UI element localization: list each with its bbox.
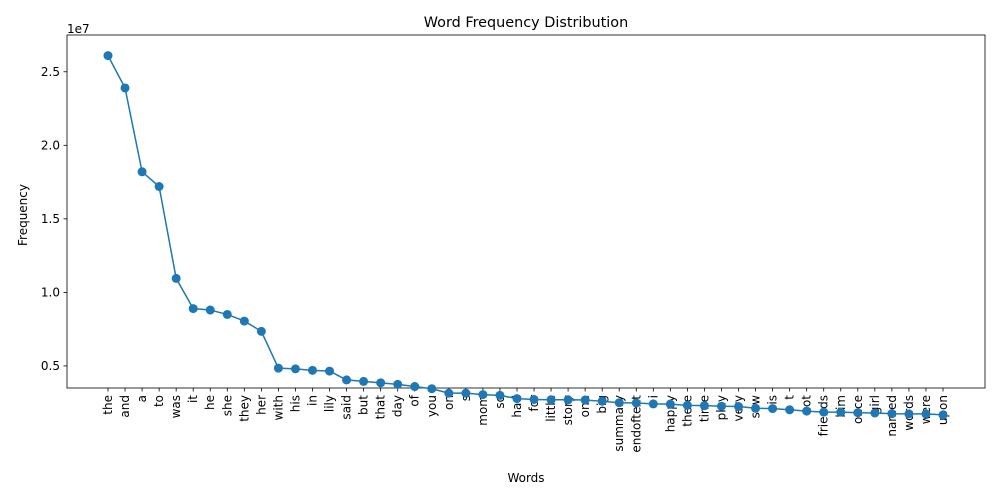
data-point [342, 375, 352, 385]
data-point [580, 395, 590, 405]
data-point [682, 400, 692, 410]
data-point [768, 404, 778, 414]
y-multiplier-label: 1e7 [67, 22, 90, 36]
data-point [325, 366, 335, 376]
x-tick-label: the [101, 395, 115, 415]
x-tick-label: there [680, 395, 694, 427]
x-tick-label: s [459, 395, 473, 401]
data-point [444, 388, 454, 398]
data-point [614, 398, 624, 408]
x-tick-label: on [442, 395, 456, 410]
y-tick-label: 0.5 [41, 359, 60, 373]
y-tick-label: 2.0 [41, 138, 60, 152]
data-point [103, 51, 113, 61]
data-point [307, 365, 317, 375]
data-point [205, 305, 215, 315]
data-point [256, 326, 266, 336]
data-point [836, 407, 846, 417]
data-point [597, 396, 607, 406]
x-tick-label: they [237, 395, 251, 422]
x-tick-label: i [646, 395, 660, 398]
series-line [107, 55, 944, 416]
x-tick-label: a [135, 395, 149, 402]
data-point [290, 364, 300, 374]
x-tick-label: is [766, 395, 780, 405]
x-tick-label: to [152, 395, 166, 407]
data-point [546, 395, 556, 405]
x-tick-label: you [425, 395, 439, 417]
data-point [734, 402, 744, 412]
data-point [802, 406, 812, 416]
data-point [819, 407, 829, 417]
data-point [478, 390, 488, 400]
data-point [154, 181, 164, 191]
x-tick-label: he [203, 395, 217, 410]
data-point [904, 409, 914, 419]
x-tick-label: but [357, 395, 371, 415]
data-point [921, 409, 931, 419]
data-point [495, 390, 505, 400]
x-tick-label: was [169, 395, 183, 418]
data-point [120, 83, 130, 93]
data-point [716, 401, 726, 411]
x-tick-label: so [493, 395, 507, 409]
x-tick-label: lily [323, 395, 337, 412]
data-point [751, 403, 761, 413]
data-point [631, 398, 641, 408]
plot-frame [66, 34, 986, 389]
x-tick-label: in [305, 395, 319, 406]
data-point [563, 395, 573, 405]
data-point [648, 399, 658, 409]
data-point [376, 378, 386, 388]
y-tick-label: 1.0 [41, 285, 60, 299]
x-tick-label: it [186, 395, 200, 403]
data-point [938, 410, 948, 420]
data-point [785, 405, 795, 415]
x-tick-label: his [288, 395, 302, 412]
data-point [665, 399, 675, 409]
data-point [410, 382, 420, 392]
x-tick-label: her [254, 395, 268, 415]
chart-title: Word Frequency Distribution [424, 15, 628, 31]
data-point [887, 409, 897, 419]
x-tick-label: of [408, 394, 422, 406]
x-tick-label: said [340, 395, 354, 420]
data-point [529, 394, 539, 404]
data-point [512, 394, 522, 404]
x-tick-label: t [783, 395, 797, 400]
y-axis-title: Frequency [16, 184, 30, 246]
data-point [699, 401, 709, 411]
x-tick-label: and [118, 395, 132, 418]
x-tick-label: summary [612, 395, 626, 452]
x-axis-title: Words [507, 471, 544, 485]
data-point [273, 363, 283, 373]
data-point [853, 408, 863, 418]
data-point [222, 309, 232, 319]
data-point [188, 304, 198, 314]
data-point [393, 379, 403, 389]
data-point [870, 408, 880, 418]
x-tick-label: that [374, 395, 388, 420]
y-tick-label: 2.5 [41, 65, 60, 79]
x-tick-label: mom [476, 395, 490, 426]
x-tick-label: with [271, 395, 285, 420]
data-point [427, 384, 437, 394]
x-tick-label: day [391, 395, 405, 417]
data-point [359, 376, 369, 386]
data-point [171, 273, 181, 283]
x-tick-label: upon [936, 395, 950, 425]
x-tick-label: she [220, 395, 234, 416]
x-tick-label: girl [868, 395, 882, 414]
x-tick-label: endoftext [629, 395, 643, 453]
data-point [461, 388, 471, 398]
data-point [137, 167, 147, 177]
y-tick-label: 1.5 [41, 212, 60, 226]
data-point [239, 316, 249, 326]
